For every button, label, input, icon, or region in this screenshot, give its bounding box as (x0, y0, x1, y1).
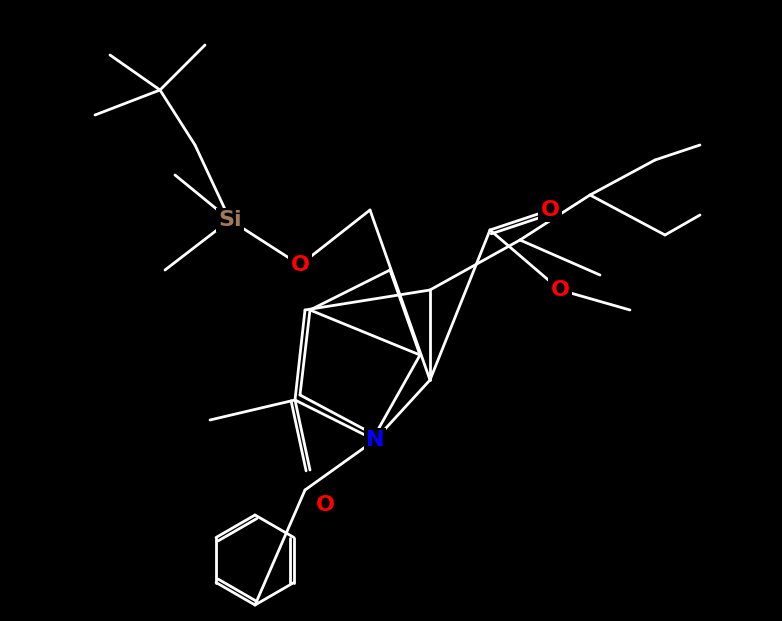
Text: N: N (366, 430, 384, 450)
Text: O: O (551, 280, 569, 300)
Text: O: O (540, 200, 559, 220)
Text: Si: Si (218, 210, 242, 230)
Text: O: O (290, 255, 310, 275)
Text: O: O (315, 495, 335, 515)
